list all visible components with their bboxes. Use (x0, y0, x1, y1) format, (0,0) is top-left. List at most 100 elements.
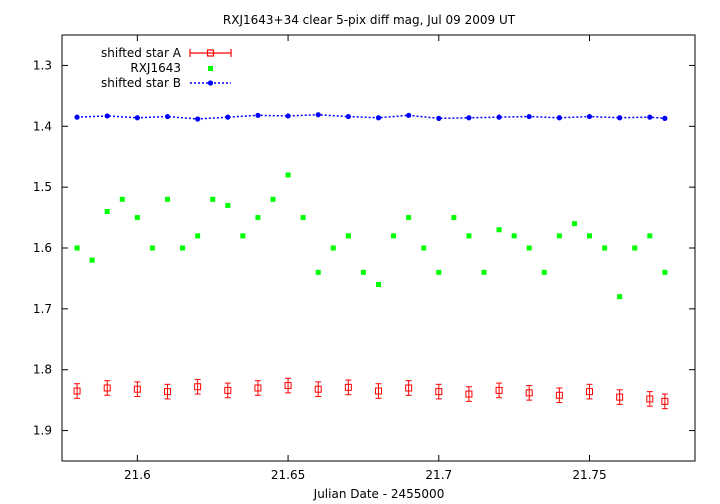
star-b-point (164, 113, 171, 120)
star-a-point (103, 384, 111, 392)
rxj1643-point (526, 245, 532, 251)
rxj1643-point (662, 269, 668, 275)
y-tick-label: 1.7 (33, 302, 52, 316)
star-b-point (315, 112, 321, 118)
rxj1643-point (119, 196, 125, 202)
star-b-point (496, 114, 502, 120)
star-a-point (254, 384, 262, 392)
rxj1643-point (195, 233, 201, 239)
x-axis-label: Julian Date - 2455000 (313, 487, 445, 501)
y-tick-label: 1.6 (33, 241, 52, 255)
star-b-point (406, 112, 412, 118)
star-a-point (435, 388, 443, 396)
star-b-point (134, 115, 140, 121)
star-a-point (133, 385, 141, 393)
rxj1643-point (602, 245, 608, 251)
star-a-point (344, 383, 352, 391)
legend-swatch-star-a (189, 49, 232, 57)
y-tick-label: 1.5 (33, 180, 52, 194)
star-b-point (255, 112, 261, 118)
star-b-point (74, 114, 80, 120)
star-b-point (647, 114, 653, 120)
star-b-point (617, 115, 623, 121)
legend-label-rxj1643: RXJ1643 (130, 61, 181, 75)
rxj1643-point (421, 245, 427, 251)
rxj1643-point (270, 196, 276, 202)
rxj1643-point (360, 269, 366, 275)
rxj1643-point (406, 215, 412, 221)
star-a-point (194, 383, 202, 391)
rxj1643-point (149, 245, 155, 251)
y-tick-label: 1.9 (33, 424, 52, 438)
rxj1643-point (451, 215, 457, 221)
rxj1643-point (511, 233, 517, 239)
star-a-point (314, 385, 322, 393)
star-a-point (525, 389, 533, 397)
y-tick-label: 1.4 (33, 119, 52, 133)
rxj1643-point (571, 221, 577, 227)
legend-label-star-b: shifted star B (101, 76, 181, 90)
star-b-point (195, 116, 201, 122)
star-b-point (375, 115, 382, 121)
star-a-point (284, 382, 292, 390)
star-a-point (73, 387, 81, 395)
star-b-point (436, 115, 442, 121)
chart-title: RXJ1643+34 clear 5-pix diff mag, Jul 09 … (223, 13, 516, 27)
rxj1643-point (391, 233, 397, 239)
star-a-point (555, 391, 563, 399)
star-a-point (495, 386, 503, 394)
rxj1643-point (165, 196, 170, 202)
rxj1643-point (240, 233, 246, 239)
star-b-point (556, 115, 562, 121)
star-a-point (646, 395, 654, 403)
rxj1643-point (89, 257, 95, 263)
y-axis: 1.3 1.4 1.5 1.6 1.7 1.8 1.9 (33, 58, 695, 438)
legend: shifted star A RXJ1643 shifted star B (101, 46, 232, 90)
rxj1643-point (255, 215, 261, 221)
rxj1643-point (210, 196, 216, 202)
star-a-point (465, 390, 473, 398)
rxj1643-point (315, 269, 321, 275)
rxj1643-point (285, 172, 291, 178)
rxj1643-point (541, 269, 547, 275)
rxj1643-point (617, 294, 623, 300)
legend-swatch-star-b (190, 80, 231, 86)
star-b-point (345, 113, 351, 120)
star-b-point (526, 113, 532, 120)
star-a-point (405, 384, 413, 392)
x-tick-label: 21.75 (572, 468, 606, 482)
rxj1643-point (180, 245, 186, 251)
rxj1643-point (587, 233, 592, 239)
star-b-point (662, 115, 668, 121)
star-a-point (224, 386, 232, 394)
star-a-point (586, 388, 593, 396)
legend-swatch-rxj1643 (208, 66, 213, 71)
x-axis: 21.6 21.65 21.7 21.75 (124, 35, 607, 482)
rxj1643-point (74, 245, 80, 251)
star-a-point (164, 388, 171, 396)
rxj1643-point (225, 202, 231, 208)
rxj1643-point (496, 227, 502, 233)
star-a-point (661, 397, 669, 405)
rxj1643-point (330, 245, 336, 251)
star-b-point (586, 113, 593, 120)
rxj1643-point (376, 282, 381, 288)
x-tick-label: 21.7 (425, 468, 452, 482)
legend-label-star-a: shifted star A (101, 46, 182, 60)
series-rxj1643 (74, 172, 668, 300)
star-b-point (466, 115, 472, 121)
rxj1643-point (345, 233, 351, 239)
series-shifted-star-b (74, 112, 668, 122)
star-b-point (104, 113, 110, 119)
rxj1643-point (134, 215, 140, 221)
rxj1643-point (647, 233, 653, 239)
y-tick-label: 1.8 (33, 363, 52, 377)
rxj1643-point (632, 245, 638, 251)
rxj1643-point (300, 215, 306, 221)
rxj1643-point (556, 233, 562, 239)
rxj1643-point (436, 269, 442, 275)
x-tick-label: 21.65 (271, 468, 305, 482)
star-a-point (616, 393, 624, 401)
x-tick-label: 21.6 (124, 468, 151, 482)
